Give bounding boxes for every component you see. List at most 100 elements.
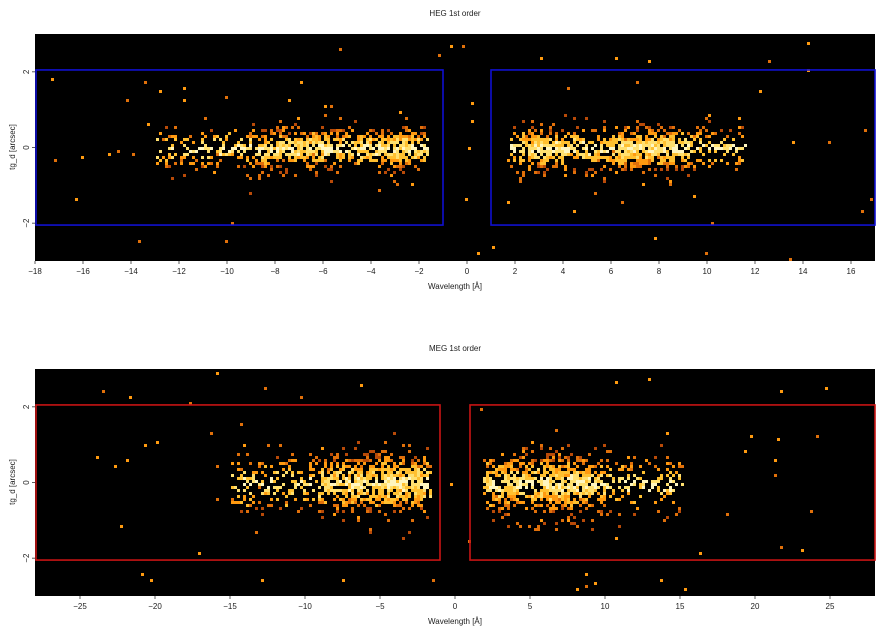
heg-count-pixel [210,156,213,159]
meg-count-pixel [582,501,585,504]
meg-count-pixel [348,498,351,501]
meg-count-pixel [507,492,510,495]
heg-count-pixel [171,177,174,180]
heg-count-pixel [237,150,240,153]
meg-count-pixel [552,510,555,513]
meg-count-pixel [369,495,372,498]
meg-count-pixel [486,486,489,489]
meg-count-pixel [639,465,642,468]
meg-count-pixel [498,498,501,501]
heg-count-pixel [738,159,741,162]
heg-count-pixel [294,138,297,141]
heg-count-pixel [645,135,648,138]
meg-count-pixel [258,483,261,486]
meg-count-pixel [597,477,600,480]
meg-count-pixel [357,462,360,465]
meg-count-pixel [549,477,552,480]
heg-count-pixel [243,150,246,153]
heg-count-pixel [693,135,696,138]
heg-count-pixel [621,147,624,150]
heg-count-pixel [225,138,228,141]
meg-count-pixel [426,465,429,468]
heg-count-pixel [258,138,261,141]
heg-count-pixel [420,144,423,147]
heg-count-pixel [387,153,390,156]
meg-count-pixel [582,489,585,492]
meg-count-pixel [420,480,423,483]
meg-count-pixel [261,480,264,483]
heg-background-event [468,147,471,150]
heg-count-pixel [183,153,186,156]
heg-count-pixel [585,150,588,153]
heg-count-pixel [573,156,576,159]
heg-count-pixel [531,144,534,147]
heg-count-pixel [381,129,384,132]
meg-count-pixel [555,495,558,498]
heg-count-pixel [297,138,300,141]
meg-count-pixel [363,486,366,489]
heg-count-pixel [522,120,525,123]
heg-count-pixel [381,138,384,141]
heg-count-pixel [540,141,543,144]
heg-count-pixel [312,144,315,147]
meg-count-pixel [564,480,567,483]
meg-count-pixel [384,483,387,486]
meg-count-pixel [357,480,360,483]
meg-count-pixel [417,459,420,462]
heg-count-pixel [366,141,369,144]
meg-count-pixel [552,507,555,510]
heg-count-pixel [654,135,657,138]
heg-count-pixel [387,141,390,144]
meg-count-pixel [498,489,501,492]
heg-count-pixel [522,159,525,162]
meg-count-pixel [561,519,564,522]
meg-count-pixel [603,504,606,507]
meg-count-pixel [552,492,555,495]
meg-count-pixel [552,468,555,471]
meg-count-pixel [375,462,378,465]
heg-count-pixel [627,126,630,129]
meg-count-pixel [384,450,387,453]
meg-count-pixel [507,474,510,477]
heg-count-pixel [339,165,342,168]
heg-count-pixel [393,153,396,156]
heg-count-pixel [645,156,648,159]
meg-count-pixel [381,471,384,474]
heg-count-pixel [609,144,612,147]
meg-count-pixel [666,516,669,519]
meg-count-pixel [528,477,531,480]
heg-count-pixel [738,147,741,150]
meg-count-pixel [618,513,621,516]
heg-count-pixel [693,168,696,171]
heg-count-pixel [594,150,597,153]
meg-background-event [450,483,453,486]
heg-count-pixel [588,156,591,159]
heg-count-pixel [621,153,624,156]
meg-count-pixel [516,483,519,486]
heg-count-pixel [258,162,261,165]
meg-count-pixel [486,462,489,465]
meg-background-event [114,465,117,468]
heg-count-pixel [336,153,339,156]
heg-count-pixel [318,156,321,159]
meg-count-pixel [399,492,402,495]
meg-count-pixel [423,510,426,513]
meg-count-pixel [528,480,531,483]
meg-count-pixel [366,471,369,474]
heg-count-pixel [672,141,675,144]
meg-count-pixel [669,477,672,480]
heg-count-pixel [627,150,630,153]
heg-count-pixel [345,135,348,138]
heg-count-pixel [390,153,393,156]
meg-count-pixel [324,489,327,492]
meg-count-pixel [543,474,546,477]
heg-count-pixel [708,141,711,144]
meg-count-pixel [414,486,417,489]
meg-count-pixel [501,480,504,483]
heg-count-pixel [219,147,222,150]
heg-count-pixel [642,183,645,186]
meg-count-pixel [507,483,510,486]
heg-count-pixel [372,153,375,156]
heg-count-pixel [333,138,336,141]
heg-count-pixel [729,129,732,132]
